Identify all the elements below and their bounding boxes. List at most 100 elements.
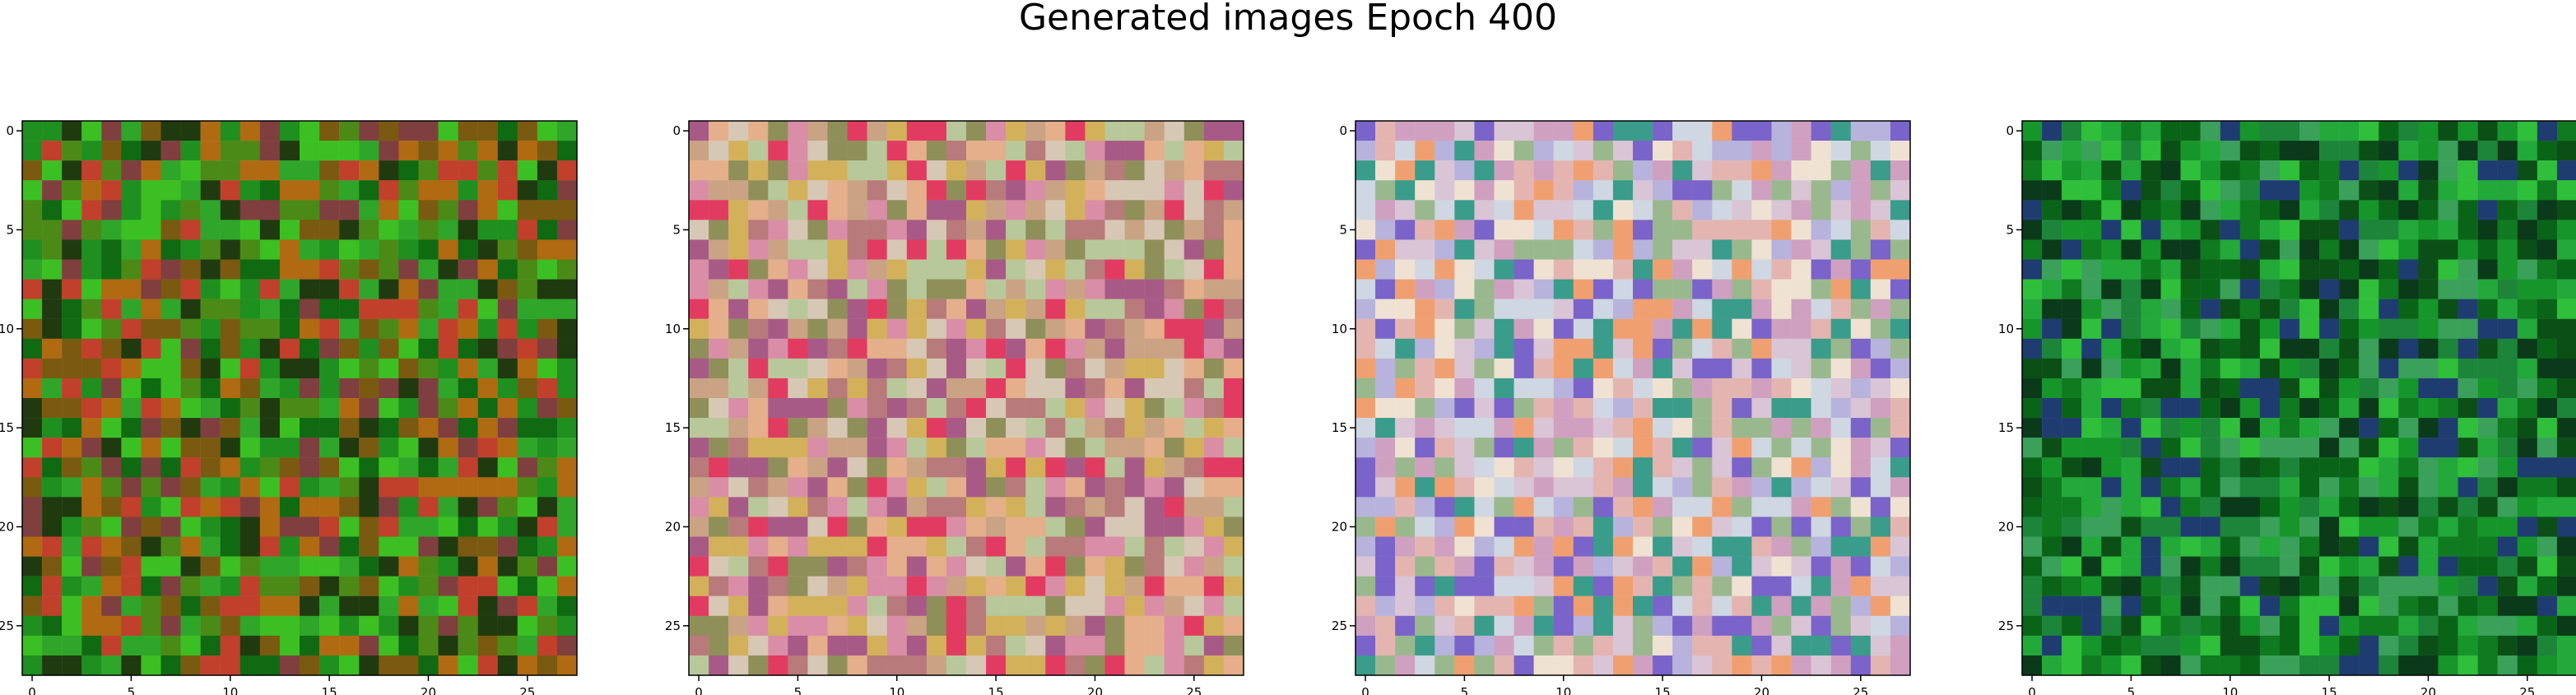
pixel	[2141, 121, 2161, 141]
pixel	[319, 477, 340, 498]
pixel	[379, 200, 399, 220]
pixel	[2220, 318, 2240, 339]
pixel	[279, 655, 300, 676]
pixel	[2536, 239, 2558, 260]
pixel	[1692, 615, 1713, 637]
pixel	[1415, 438, 1435, 458]
pixel	[2556, 180, 2576, 201]
pixel	[160, 239, 181, 260]
pixel	[2042, 497, 2062, 517]
pixel	[1183, 556, 1205, 577]
pixel	[1514, 615, 1534, 637]
pixel	[259, 457, 281, 478]
pixel	[2180, 536, 2201, 557]
pixel	[2438, 615, 2458, 637]
pixel	[847, 655, 867, 676]
pixel	[1065, 239, 1086, 260]
pixel	[2418, 556, 2439, 577]
pixel	[81, 576, 102, 596]
pixel	[1183, 477, 1205, 498]
pixel	[1593, 595, 1614, 616]
pixel	[1355, 576, 1376, 596]
pixel	[2339, 378, 2360, 399]
pixel	[2556, 318, 2576, 339]
pixel	[1712, 615, 1732, 637]
pixel	[2398, 160, 2419, 181]
pixel	[2556, 299, 2576, 319]
pixel	[788, 239, 808, 260]
pixel	[398, 655, 419, 676]
pixel	[1633, 239, 1653, 260]
pixel	[1104, 299, 1125, 319]
pixel	[1533, 160, 1554, 181]
pixel	[2160, 279, 2181, 299]
pixel	[359, 220, 379, 240]
pixel	[2299, 438, 2320, 458]
pixel	[1104, 556, 1125, 577]
pixel	[1791, 635, 1811, 656]
pixel	[398, 239, 419, 260]
pixel	[81, 378, 102, 399]
pixel	[1870, 497, 1891, 517]
pixel	[239, 160, 261, 181]
pixel	[2536, 655, 2558, 676]
pixel	[180, 180, 201, 201]
pixel	[1612, 378, 1634, 399]
pixel	[2319, 239, 2340, 260]
pixel	[2299, 556, 2320, 577]
pixel	[1144, 497, 1165, 517]
pixel	[1355, 477, 1376, 498]
pixel	[1672, 318, 1693, 339]
pixel	[1045, 398, 1066, 419]
pixel	[2101, 497, 2122, 517]
pixel	[1164, 378, 1184, 399]
pixel	[2022, 615, 2043, 637]
pixel	[1573, 141, 1594, 161]
pixel	[339, 180, 360, 201]
pixel	[986, 220, 1007, 240]
pixel	[2220, 438, 2240, 458]
pixel	[1771, 239, 1792, 260]
pixel	[517, 378, 538, 399]
pixel	[827, 358, 848, 379]
pixel	[379, 299, 399, 319]
pixel	[966, 477, 987, 498]
pixel	[1612, 318, 1634, 339]
pixel	[867, 457, 887, 478]
pixel	[2299, 160, 2320, 181]
pixel	[1085, 497, 1105, 517]
pixel	[160, 576, 181, 596]
pixel	[2180, 556, 2201, 577]
pixel	[121, 358, 142, 379]
pixel	[42, 556, 63, 577]
pixel	[1124, 595, 1145, 616]
pixel	[458, 180, 478, 201]
pixel	[220, 239, 240, 260]
pixel	[689, 615, 709, 637]
pixel	[1164, 338, 1184, 359]
pixel	[847, 121, 867, 141]
pixel	[2160, 477, 2181, 498]
pixel	[2398, 180, 2419, 201]
pixel	[2477, 239, 2498, 260]
pixel	[1355, 418, 1376, 438]
pixel	[2497, 220, 2518, 240]
pixel	[728, 358, 749, 379]
pixel	[477, 220, 498, 240]
pixel	[2319, 220, 2340, 240]
pixel	[1454, 595, 1475, 616]
pixel	[847, 556, 867, 577]
pixel	[847, 200, 867, 220]
pixel	[1203, 200, 1225, 220]
pixel	[42, 517, 63, 537]
pixel	[1732, 279, 1752, 299]
pixel	[2220, 338, 2240, 359]
pixel	[2418, 477, 2439, 498]
pixel	[986, 279, 1007, 299]
pixel	[537, 477, 558, 498]
pixel	[22, 635, 43, 656]
pixel	[1811, 338, 1831, 359]
pixel	[926, 418, 947, 438]
pixel	[2121, 180, 2141, 201]
pixel	[2319, 180, 2340, 201]
